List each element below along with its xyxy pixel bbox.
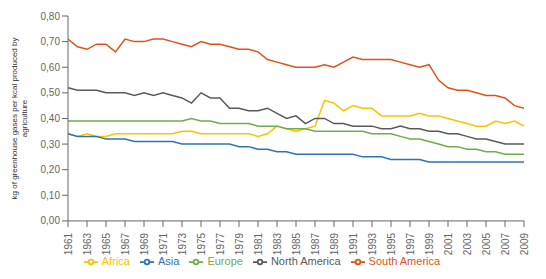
html-text:Europe: Europe [207, 254, 243, 267]
html-text:Asia: Asia [158, 254, 180, 267]
svg-text:1991: 1991 [348, 232, 359, 255]
svg-text:1987: 1987 [310, 232, 321, 255]
html-text:North America: North America [270, 254, 341, 267]
svg-text:0,10: 0,10 [41, 190, 61, 201]
svg-text:1985: 1985 [291, 232, 302, 255]
svg-text:0,70: 0,70 [41, 36, 61, 47]
svg-text:1975: 1975 [196, 232, 207, 255]
html-text:South America: South America [368, 254, 441, 267]
svg-text:1979: 1979 [234, 232, 245, 255]
svg-text:1971: 1971 [158, 232, 169, 255]
svg-text:2003: 2003 [462, 232, 473, 255]
svg-text:2001: 2001 [443, 232, 454, 255]
svg-text:1983: 1983 [272, 232, 283, 255]
svg-text:1965: 1965 [101, 232, 112, 255]
svg-text:0,00: 0,00 [41, 215, 61, 226]
svg-text:2009: 2009 [519, 232, 530, 255]
svg-text:1961: 1961 [63, 232, 74, 255]
svg-text:0,20: 0,20 [41, 164, 61, 175]
svg-text:0,60: 0,60 [41, 62, 61, 73]
svg-text:0,30: 0,30 [41, 139, 61, 150]
svg-text:1973: 1973 [177, 232, 188, 255]
svg-text:0,50: 0,50 [41, 87, 61, 98]
svg-text:2007: 2007 [500, 232, 511, 255]
svg-text:1989: 1989 [329, 232, 340, 255]
svg-text:1993: 1993 [367, 232, 378, 255]
svg-text:1963: 1963 [82, 232, 93, 255]
svg-text:1969: 1969 [139, 232, 150, 255]
svg-text:0,80: 0,80 [41, 11, 61, 22]
svg-text:2005: 2005 [481, 232, 492, 255]
svg-text:1999: 1999 [424, 232, 435, 255]
html-text:Africa: Africa [101, 254, 130, 267]
svg-text:1977: 1977 [215, 232, 226, 255]
svg-text:0,40: 0,40 [41, 113, 61, 124]
svg-text:1981: 1981 [253, 232, 264, 255]
svg-text:kg of greenhouse gases per kca: kg of greenhouse gases per kcal produced… [10, 38, 29, 200]
svg-text:1995: 1995 [386, 232, 397, 255]
svg-text:1967: 1967 [120, 232, 131, 255]
svg-text:1997: 1997 [405, 232, 416, 255]
